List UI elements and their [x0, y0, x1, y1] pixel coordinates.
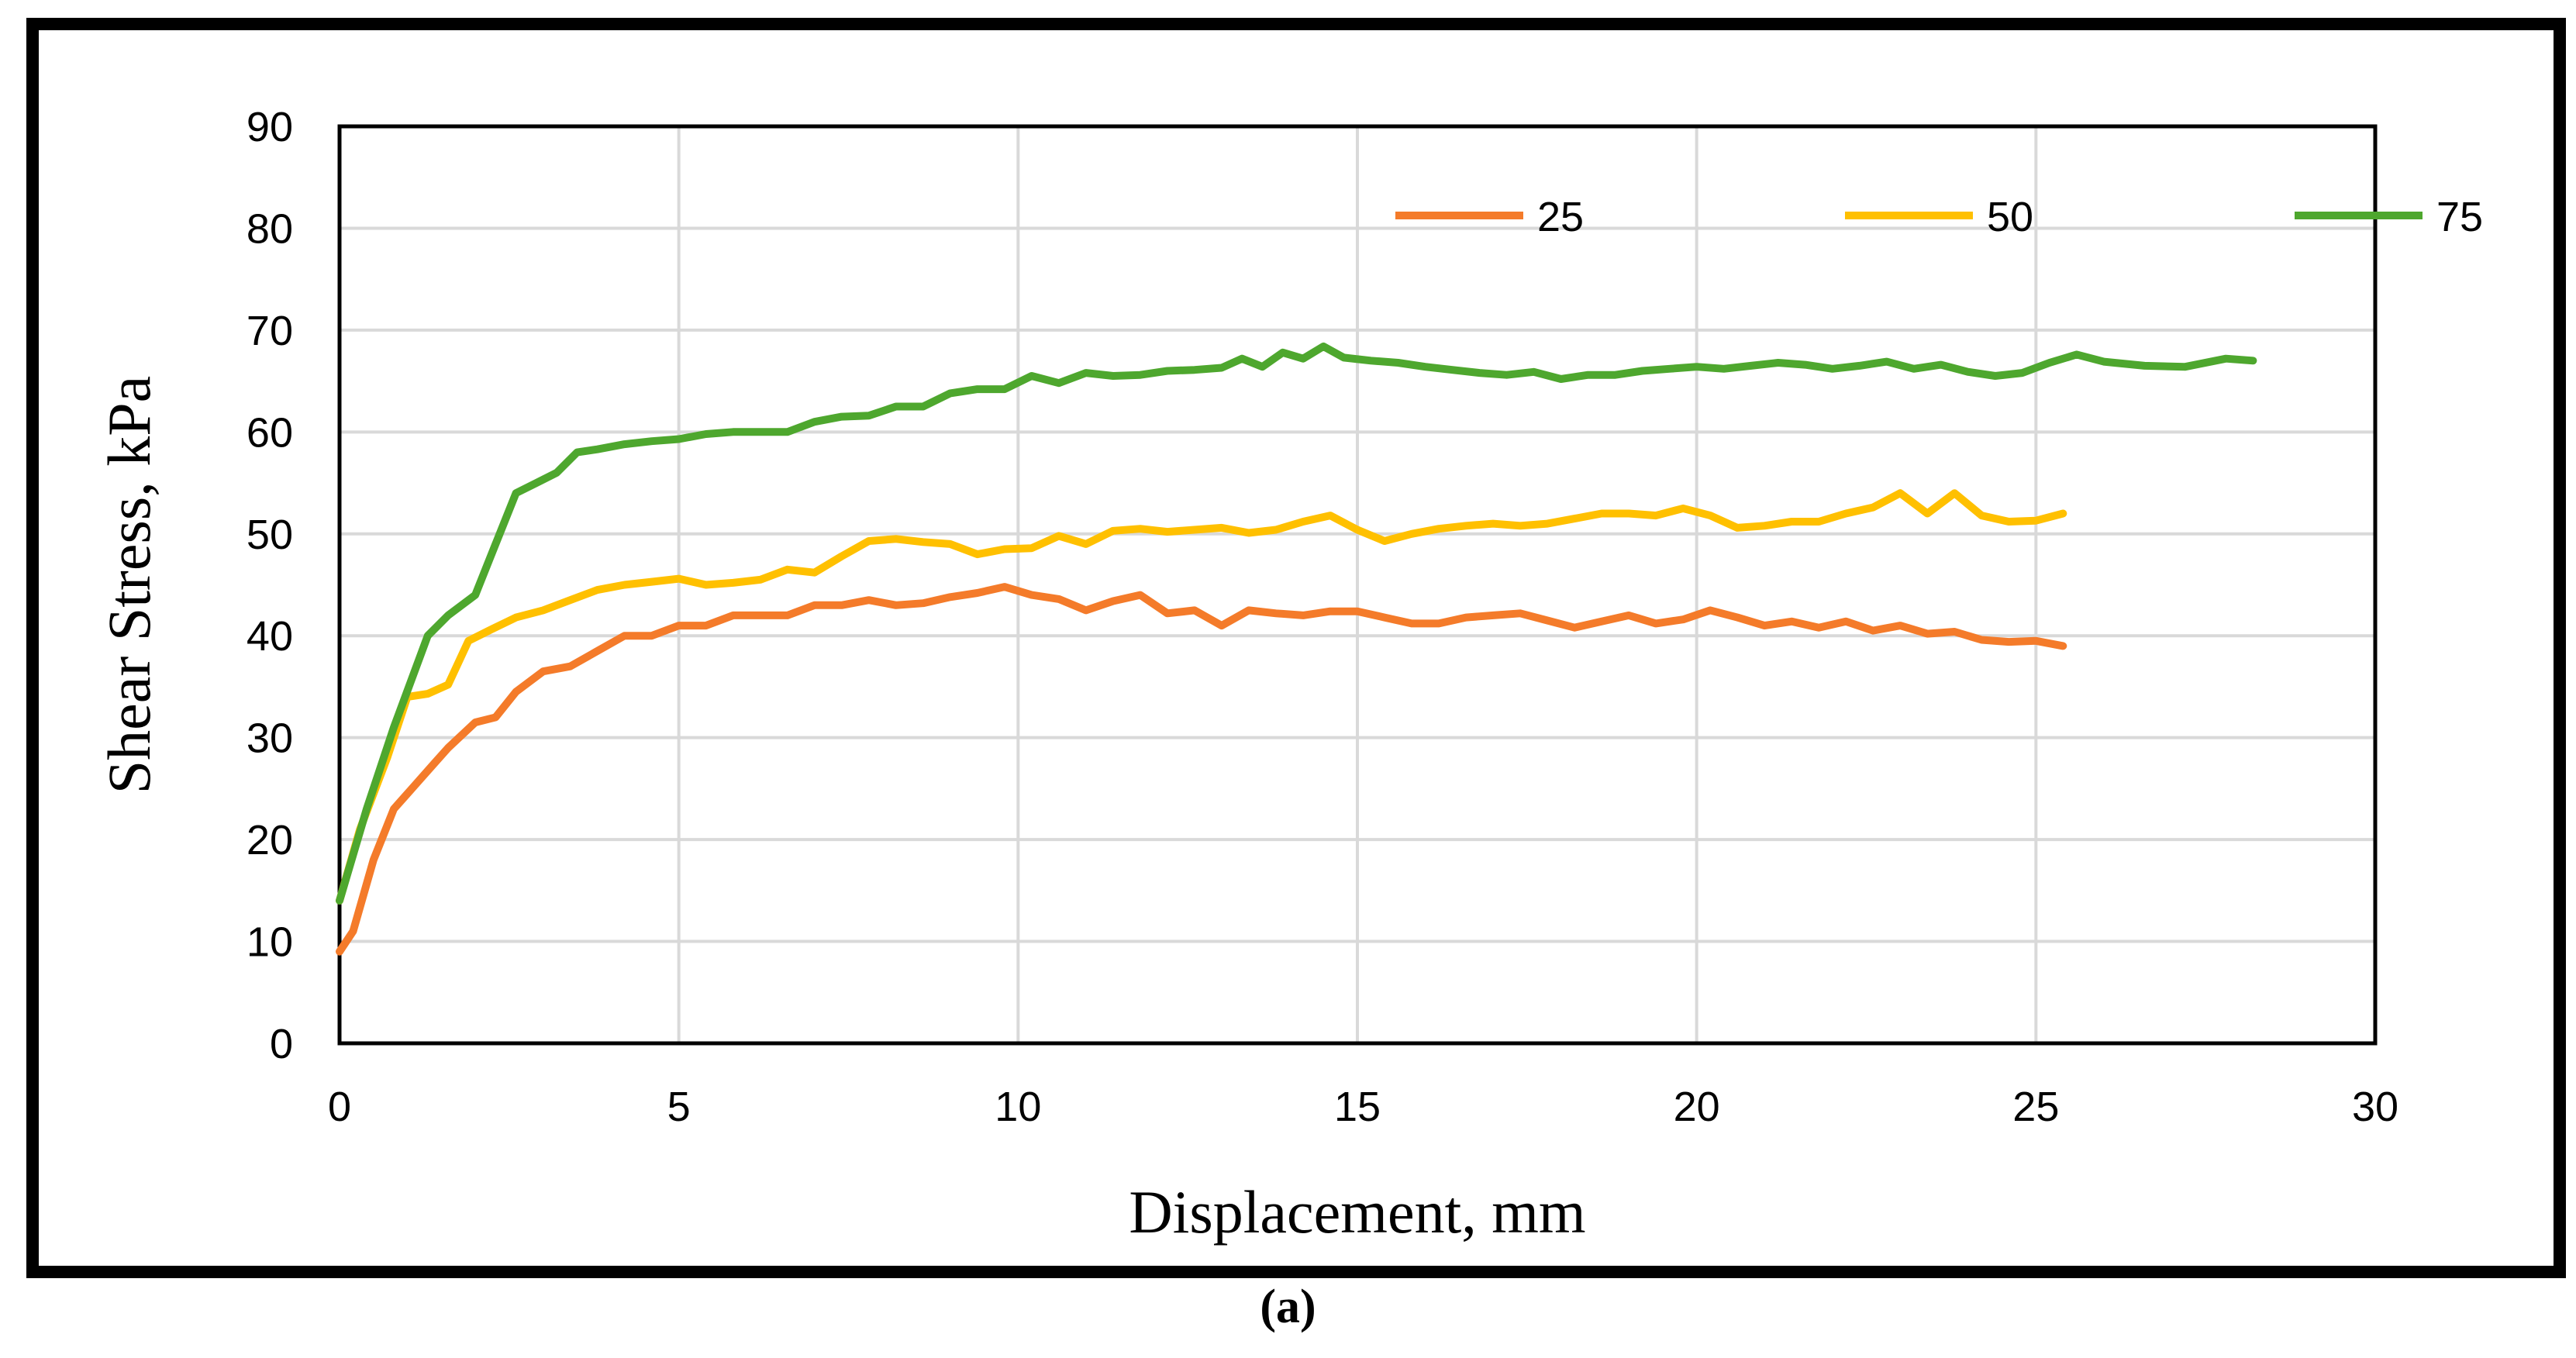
x-tick-label: 10: [995, 1084, 1041, 1130]
y-tick-label: 10: [247, 919, 293, 966]
legend-label-50: 50: [1987, 194, 2033, 240]
x-tick-label: 20: [1674, 1084, 1720, 1130]
x-tick-labels: 0 5 10 15 20 25 30: [328, 1084, 2398, 1130]
legend-label-25: 25: [1537, 194, 1584, 240]
y-tick-labels: 0 10 20 30 40 50 60 70 80 90: [247, 104, 293, 1067]
series-line-25: [336, 583, 2067, 956]
y-axis-title: Shear Stress, kPa: [95, 376, 163, 794]
x-axis-title: Displacement, mm: [1129, 1178, 1585, 1246]
y-tick-label: 40: [247, 613, 293, 660]
plot-area: [337, 124, 2378, 1046]
y-tick-label: 50: [247, 512, 293, 558]
y-tick-label: 70: [247, 308, 293, 354]
y-tick-label: 80: [247, 205, 293, 252]
legend-label-75: 75: [2436, 194, 2483, 240]
figure-caption: (a): [0, 1283, 2576, 1331]
x-tick-label: 15: [1334, 1084, 1381, 1130]
series-line-75: [336, 342, 2257, 905]
x-tick-label: 25: [2012, 1084, 2059, 1130]
y-tick-label: 20: [247, 817, 293, 863]
y-tick-label: 0: [270, 1021, 293, 1067]
y-tick-label: 60: [247, 409, 293, 456]
y-tick-label: 90: [247, 104, 293, 150]
x-tick-label: 0: [328, 1084, 351, 1130]
x-tick-label: 5: [667, 1084, 691, 1130]
series-group: [336, 342, 2257, 956]
y-tick-label: 30: [247, 715, 293, 762]
series-line-50: [336, 489, 2067, 905]
x-tick-label: 30: [2352, 1084, 2398, 1130]
legend: 25 50 75: [1395, 194, 2483, 240]
caption-text: (a): [1260, 1280, 1316, 1333]
